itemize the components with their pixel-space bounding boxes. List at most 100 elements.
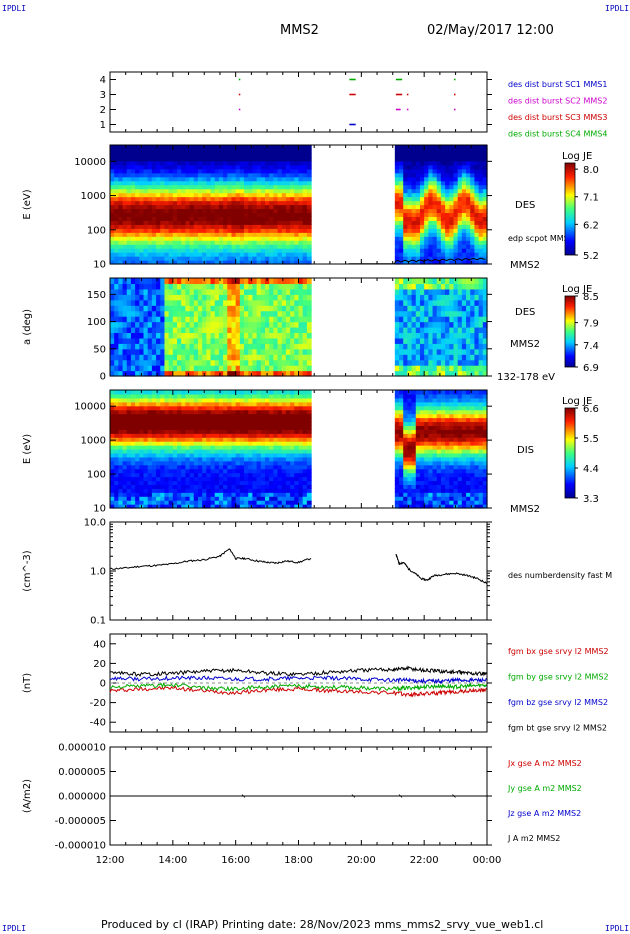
spectrogram-cell <box>164 332 170 339</box>
spectrogram-cell <box>306 354 312 361</box>
spectrogram-cell <box>252 441 258 446</box>
spectrogram-cell <box>294 464 300 470</box>
spectrogram-cell <box>445 208 450 214</box>
spectrogram-cell <box>470 370 476 377</box>
spectrogram-cell <box>122 337 128 344</box>
spectrogram-cell <box>466 288 471 295</box>
spectrogram-cell <box>294 484 300 489</box>
spectrogram-cell <box>466 184 471 190</box>
spectrogram-cell <box>453 180 459 186</box>
spectrogram-cell <box>264 332 270 339</box>
spectrogram-cell <box>206 145 212 150</box>
corner-label-top-left: IPDLI <box>2 4 27 13</box>
spectrogram-cell <box>185 337 191 344</box>
spectrogram-cell <box>177 468 182 474</box>
spectrogram-cell <box>252 184 258 190</box>
spectrogram-cell <box>206 437 212 442</box>
spectrogram-cell <box>206 433 212 438</box>
spectrogram-cell <box>264 337 270 344</box>
spectrogram-cell <box>281 316 287 323</box>
spectrogram-cell <box>168 449 174 454</box>
spectrogram-cell <box>466 208 471 214</box>
spectrogram-cell <box>172 220 178 225</box>
spectrogram-cell <box>227 220 233 225</box>
spectrogram-cell <box>277 496 283 501</box>
spectrogram-cell <box>411 288 417 295</box>
spectrogram-cell <box>453 148 459 154</box>
spectrogram-cell <box>461 365 467 372</box>
spectrogram-cell <box>239 232 245 237</box>
spectrogram-cell <box>239 460 245 466</box>
spectrogram-cell <box>147 405 153 411</box>
spectrogram-cell <box>453 172 459 178</box>
spectrogram-cell <box>424 256 429 261</box>
spectrogram-cell <box>147 441 153 446</box>
spectrogram-cell <box>185 148 191 154</box>
spectrogram-cell <box>239 256 245 261</box>
spectrogram-cell <box>298 212 304 217</box>
spectrogram-cell <box>168 224 174 229</box>
spectrogram-cell <box>218 343 224 350</box>
spectrogram-cell <box>445 156 450 162</box>
spectrogram-cell <box>143 405 149 411</box>
spectrogram-cell <box>399 192 404 198</box>
spectrogram-cell <box>285 212 291 217</box>
spectrogram-cell <box>445 196 450 202</box>
spectrogram-cell <box>248 200 254 206</box>
spectrogram-cell <box>248 401 254 407</box>
spectrogram-cell <box>403 252 409 257</box>
spectrogram-cell <box>457 365 463 372</box>
spectrogram-cell <box>202 472 207 478</box>
spectrogram-cell <box>294 152 300 158</box>
spectrogram-cell <box>168 405 174 411</box>
spectrogram-cell <box>231 164 237 170</box>
spectrogram-cell <box>122 240 128 245</box>
spectrogram-cell <box>256 294 262 301</box>
spectrogram-cell <box>164 390 170 395</box>
spectrogram-cell <box>248 192 254 198</box>
spectrogram-cell <box>185 283 191 290</box>
spectrogram-cell <box>269 220 274 225</box>
spectrogram-cell <box>256 370 262 377</box>
spectrogram-cell <box>214 164 220 170</box>
spectrogram-cell <box>281 445 287 450</box>
spectrogram-cell <box>466 216 471 221</box>
spectrogram-cell <box>227 256 233 261</box>
spectrogram-cell <box>449 188 455 194</box>
spectrogram-cell <box>110 504 115 509</box>
spectrogram-cell <box>285 321 291 328</box>
spectrogram-cell <box>218 456 224 462</box>
spectrogram-cell <box>147 480 153 485</box>
spectrogram-cell <box>285 484 291 489</box>
spectrogram-cell <box>143 365 149 372</box>
spectrogram-cell <box>470 299 476 306</box>
spectrogram-cell <box>470 294 476 301</box>
spectrogram-cell <box>206 260 212 265</box>
spectrogram-cell <box>193 236 199 241</box>
spectrogram-cell <box>285 480 291 485</box>
spectrogram-cell <box>248 184 254 190</box>
spectrogram-cell <box>231 228 237 233</box>
spectrogram-cell <box>197 343 203 350</box>
spectrogram-cell <box>172 305 178 312</box>
spectrogram-cell <box>273 500 279 505</box>
spectrogram-cell <box>256 393 262 399</box>
spectrogram-cell <box>474 180 480 186</box>
des-energy-colorbar-tick-label: 5.2 <box>583 251 599 262</box>
spectrogram-cell <box>130 216 136 221</box>
spectrogram-cell <box>269 393 274 399</box>
spectrogram-cell <box>172 445 178 450</box>
spectrogram-cell <box>223 397 228 403</box>
spectrogram-cell <box>156 145 161 150</box>
spectrogram-cell <box>197 397 203 403</box>
spectrogram-cell <box>290 409 295 415</box>
spectrogram-cell <box>118 425 124 430</box>
spectrogram-cell <box>461 188 467 194</box>
spectrogram-cell <box>294 294 300 301</box>
spectrogram-cell <box>164 496 170 501</box>
spectrogram-cell <box>139 425 145 430</box>
spectrogram-cell <box>143 200 149 206</box>
spectrogram-cell <box>302 200 308 206</box>
spectrogram-cell <box>130 397 136 403</box>
spectrogram-cell <box>436 236 442 241</box>
